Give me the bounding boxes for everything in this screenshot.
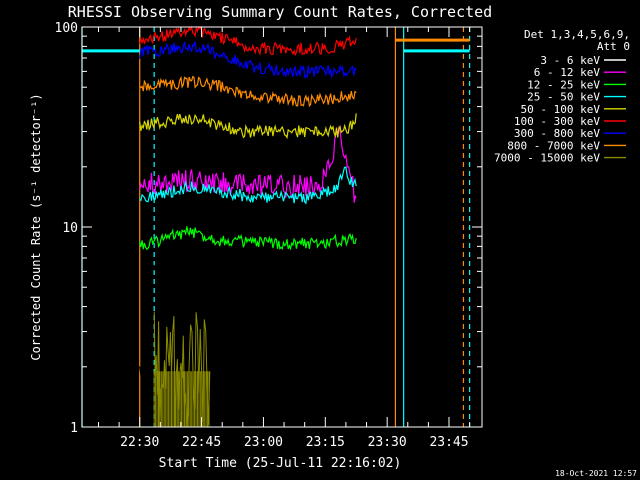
y-axis: 1 10 100	[55, 21, 482, 436]
x-tick-label: 23:15	[306, 435, 345, 450]
legend-entry-label: 300 - 800 keV	[514, 127, 600, 140]
y-axis-label: Corrected Count Rate (s⁻¹ detector⁻¹)	[29, 93, 43, 360]
legend-entry-label: 7000 - 15000 keV	[494, 152, 600, 165]
legend-entry-label: 6 - 12 keV	[534, 66, 601, 79]
legend-entry-label: 800 - 7000 keV	[507, 139, 600, 152]
series-line-5	[139, 25, 357, 57]
series-line-6	[139, 41, 357, 80]
series-line-0	[139, 146, 357, 378]
legend-header: Det 1,3,4,5,6,9,	[524, 28, 630, 41]
x-tick-label: 22:30	[120, 435, 159, 450]
legend-entry-label: 12 - 25 keV	[527, 78, 600, 91]
x-tick-label: 22:45	[182, 435, 221, 450]
series-line-4	[139, 113, 357, 140]
series-line-1	[139, 126, 357, 203]
series-line-7	[139, 75, 357, 108]
series-lines	[139, 25, 357, 428]
x-axis: 22:30 22:45 23:00 23:15 23:30 23:45	[97, 27, 471, 450]
x-tick-label: 23:45	[429, 435, 468, 450]
x-tick-label: 23:00	[244, 435, 283, 450]
legend-entry-label: 50 - 100 keV	[521, 103, 601, 116]
y-tick-label: 10	[62, 221, 78, 236]
legend-header: Att 0	[597, 40, 630, 53]
series-line-2	[139, 226, 357, 251]
x-axis-label: Start Time (25-Jul-11 22:16:02)	[159, 456, 402, 471]
legend-entry-label: 3 - 6 keV	[540, 54, 600, 67]
timestamp: 18-Oct-2021 12:57	[555, 469, 637, 478]
legend-entry-label: 25 - 50 keV	[527, 91, 600, 104]
series-line-3	[139, 166, 357, 205]
legend-entry-label: 100 - 300 keV	[514, 115, 600, 128]
y-tick-label: 100	[55, 21, 78, 36]
y-tick-label: 1	[70, 421, 78, 436]
x-tick-label: 23:30	[368, 435, 407, 450]
chart-title: RHESSI Observing Summary Count Rates, Co…	[68, 3, 492, 21]
marker-lines	[81, 27, 471, 427]
